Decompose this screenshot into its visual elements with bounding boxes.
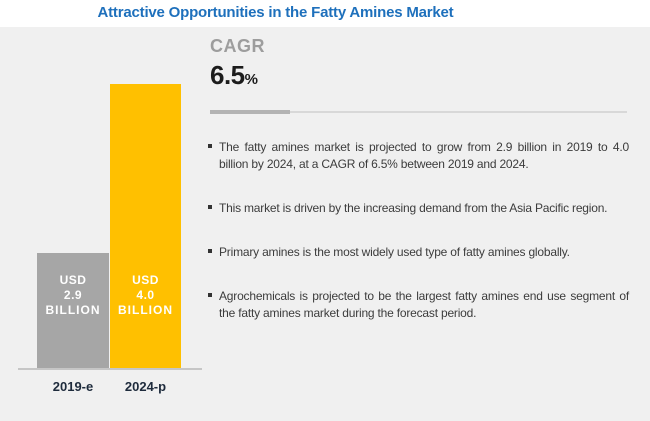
cagr-number: 6.5	[210, 60, 245, 90]
cagr-percent-sign: %	[244, 71, 258, 88]
cagr-value: 6.5%	[210, 60, 258, 91]
bar-2019	[37, 253, 109, 369]
bullet-square-icon	[208, 144, 212, 148]
list-item: Agrochemicals is projected to be the lar…	[208, 288, 629, 322]
divider-dark-segment	[210, 110, 290, 114]
bullet-square-icon	[208, 249, 212, 253]
bar-2019-line-value: 2.9	[63, 288, 83, 302]
title-band: Attractive Opportunities in the Fatty Am…	[0, 0, 650, 27]
bar-value-label-2024: USD 4.0 BILLION	[110, 273, 181, 318]
list-item: This market is driven by the increasing …	[208, 200, 629, 217]
section-divider	[210, 110, 628, 115]
insights-list: The fatty amines market is projected to …	[208, 139, 629, 322]
content-area: USD 2.9 BILLION USD 4.0 BILLION 2019-e 2…	[0, 27, 650, 421]
bar-value-label-2019: USD 2.9 BILLION	[37, 273, 109, 318]
x-axis-line	[18, 368, 202, 370]
divider-light-segment	[290, 111, 627, 113]
bar-2024-line-value: 4.0	[136, 288, 155, 302]
x-axis-label-2024: 2024-p	[124, 379, 167, 394]
bullet-text-primary-amines: Primary amines is the most widely used t…	[219, 245, 570, 259]
bullet-text-asia-pacific-demand: This market is driven by the increasing …	[219, 201, 608, 215]
bar-2019-line-usd: USD	[59, 273, 87, 287]
bullet-text-market-growth: The fatty amines market is projected to …	[219, 140, 629, 171]
x-axis-label-2019: 2019-e	[52, 379, 94, 394]
bullet-square-icon	[208, 205, 212, 209]
bullet-text-agrochemicals-segment: Agrochemicals is projected to be the lar…	[219, 289, 629, 320]
page-title: Attractive Opportunities in the Fatty Am…	[97, 4, 454, 21]
bar-2024	[110, 84, 181, 369]
bar-2019-line-billion: BILLION	[45, 303, 101, 317]
bullet-square-icon	[208, 293, 212, 297]
cagr-label: CAGR	[210, 36, 265, 56]
bar-2024-line-usd: USD	[132, 273, 159, 287]
list-item: Primary amines is the most widely used t…	[208, 244, 629, 261]
list-item: The fatty amines market is projected to …	[208, 139, 629, 173]
bar-2024-line-billion: BILLION	[118, 303, 173, 317]
